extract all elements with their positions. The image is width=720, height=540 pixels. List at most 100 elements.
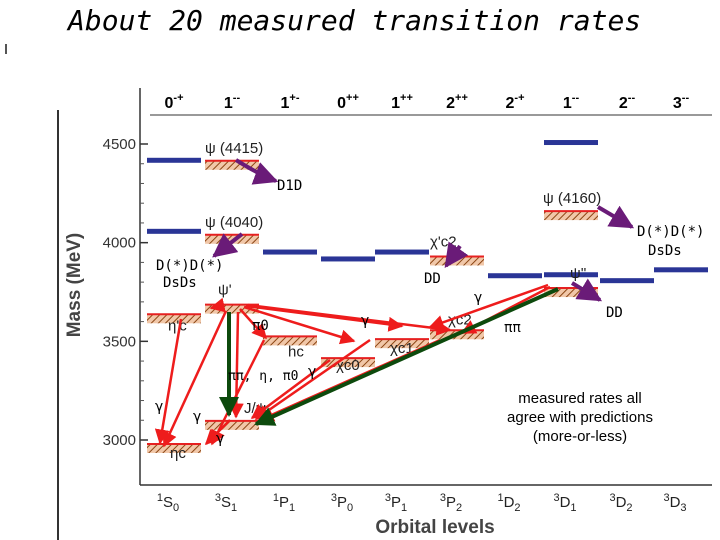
arrow-psi4415-d1d bbox=[234, 158, 279, 185]
label-pipi-eta-pi0: ππ, η, π0 bbox=[228, 369, 298, 384]
slide-title: About 20 measured transition rates bbox=[68, 4, 642, 37]
jpc-label: 3-- bbox=[673, 92, 690, 112]
orbital-label: 3D1 bbox=[553, 492, 576, 514]
level-band-J/ψ bbox=[205, 420, 259, 430]
predicted-level-pred-1---a bbox=[544, 140, 598, 146]
predicted-level-pred-1+- bbox=[263, 249, 317, 255]
arrow-chic2prime-dd bbox=[444, 241, 469, 268]
label-dd-mid: DD bbox=[424, 271, 441, 287]
predicted-level-pred-0-+-b bbox=[147, 228, 201, 234]
jpc-label: 0++ bbox=[337, 92, 359, 112]
arrow-psi4160-ddstar bbox=[596, 205, 635, 229]
arrow-psiprime-hc bbox=[239, 308, 268, 340]
state-label: η'c bbox=[168, 317, 187, 334]
orbital-label: 3D3 bbox=[663, 492, 686, 514]
x-axis-label: Orbital levels bbox=[375, 517, 494, 538]
predicted-level-pred-2-- bbox=[600, 278, 654, 284]
y-tick-label-3500: 3500 bbox=[103, 333, 136, 350]
arrow-psipp-jpsi-pipi bbox=[254, 287, 559, 426]
state-label: ψ (4160) bbox=[543, 190, 601, 207]
mass-axis: 3000 3500 4000 4500 bbox=[103, 136, 148, 449]
arrow-psiprime-chic0 bbox=[243, 305, 356, 345]
y-axis-label: Mass (MeV) bbox=[64, 233, 85, 338]
note-line-3: (more-or-less) bbox=[532, 428, 628, 445]
jpc-label: 2-- bbox=[619, 92, 636, 112]
note-line-1: measured rates all bbox=[518, 390, 642, 407]
label-ddstar-right-1: D(*)D(*) bbox=[637, 224, 704, 240]
label-gamma-1: γ bbox=[361, 313, 369, 329]
orbital-label: 3P2 bbox=[440, 492, 462, 514]
conclusion-note: measured rates all agree with prediction… bbox=[476, 389, 684, 446]
state-label: χ'c2 bbox=[430, 233, 457, 250]
predicted-level-pred-1++ bbox=[375, 249, 429, 255]
slide-edge-mark bbox=[5, 44, 7, 54]
level-band-hc bbox=[263, 336, 317, 346]
level-band-ψ(4415) bbox=[205, 160, 259, 170]
label-pi0: π0 bbox=[252, 318, 269, 334]
state-label: χc0 bbox=[336, 357, 360, 374]
arrow-psipp-dd bbox=[570, 278, 603, 302]
predicted-level-pred-0-+-a bbox=[147, 157, 201, 163]
state-label: hc bbox=[288, 343, 304, 360]
orbital-label: 3P0 bbox=[331, 492, 353, 514]
state-label: ψ' bbox=[218, 282, 232, 299]
arrow-psiprime-etacprime bbox=[209, 297, 226, 313]
label-pipi: ππ bbox=[504, 320, 521, 336]
transition-labels: D1D D(*)D(*) DsDs DD D(*)D(*) DsDs DD π0… bbox=[155, 178, 704, 447]
jpc-label: 1-- bbox=[224, 92, 241, 112]
label-d1d: D1D bbox=[277, 178, 302, 194]
orbital-label: 1P1 bbox=[273, 492, 295, 514]
note-line-2: agree with predictions bbox=[507, 409, 653, 426]
level-band-ψ' bbox=[205, 304, 259, 314]
jpc-label: 1++ bbox=[391, 92, 413, 112]
state-label: ψ (4415) bbox=[205, 140, 263, 157]
label-gamma-3: γ bbox=[308, 364, 316, 380]
label-dd-right: DD bbox=[606, 305, 623, 321]
orbital-label: 3S1 bbox=[215, 492, 237, 514]
label-ddstar-right-2: DsDs bbox=[648, 243, 682, 259]
orbital-label: 1D2 bbox=[497, 492, 520, 514]
jpc-label: 1+- bbox=[281, 92, 300, 112]
jpc-label: 1-- bbox=[563, 92, 580, 112]
label-gamma-2: γ bbox=[474, 290, 482, 306]
state-label: ψ (4040) bbox=[205, 214, 263, 231]
y-tick-label-3000: 3000 bbox=[103, 432, 136, 449]
jpc-label: 2-+ bbox=[506, 92, 525, 112]
predicted-level-pred-3-- bbox=[654, 267, 708, 273]
label-gamma-4: γ bbox=[155, 399, 163, 415]
level-band-ψ'' bbox=[544, 288, 598, 298]
arrow-psipp-chic1 bbox=[428, 283, 549, 330]
level-band-χ'c2 bbox=[430, 256, 484, 266]
predicted-level-pred-0++ bbox=[321, 256, 375, 262]
arrow-etacprime-etac bbox=[154, 318, 183, 445]
state-label: χc1 bbox=[390, 340, 414, 357]
jpc-label: 2++ bbox=[446, 92, 468, 112]
orbital-label: 3D2 bbox=[609, 492, 632, 514]
level-band-η'c bbox=[147, 314, 201, 324]
level-band-ηc bbox=[147, 443, 201, 453]
y-tick-label-4000: 4000 bbox=[103, 235, 136, 252]
label-gamma-5: γ bbox=[193, 409, 201, 425]
level-band-ψ(4160) bbox=[544, 211, 598, 221]
arrow-psiprime-chic1 bbox=[245, 304, 404, 332]
arrow-chic1-jpsi bbox=[254, 338, 371, 421]
state-label: ψ'' bbox=[570, 265, 587, 282]
arrow-psiprime-etac bbox=[162, 310, 228, 448]
arrow-hc-etac bbox=[210, 339, 266, 446]
predicted-level-pred-1---b bbox=[544, 272, 598, 278]
jpc-label: 0-+ bbox=[165, 92, 184, 112]
predicted-level-pred-2-+ bbox=[488, 273, 542, 279]
label-ddstar-left-1: D(*)D(*) bbox=[156, 258, 223, 274]
arrow-psiprime-jpsi-red bbox=[228, 311, 244, 419]
level-band-χc0 bbox=[321, 358, 375, 368]
transitions bbox=[154, 158, 635, 448]
label-ddstar-left-2: DsDs bbox=[163, 275, 197, 291]
label-gamma-6: γ bbox=[216, 431, 224, 447]
orbital-label: 1S0 bbox=[157, 492, 179, 514]
y-tick-label-4500: 4500 bbox=[103, 136, 136, 153]
level-band-χc1 bbox=[375, 339, 429, 349]
state-label: ηc bbox=[170, 445, 186, 462]
jpc-header: 0-+ 1-- 1+- 0++ 1++ 2++ 2-+ 1-- 2-- 3-- bbox=[165, 92, 690, 112]
arrow-psi4040-ddstar bbox=[212, 232, 244, 258]
